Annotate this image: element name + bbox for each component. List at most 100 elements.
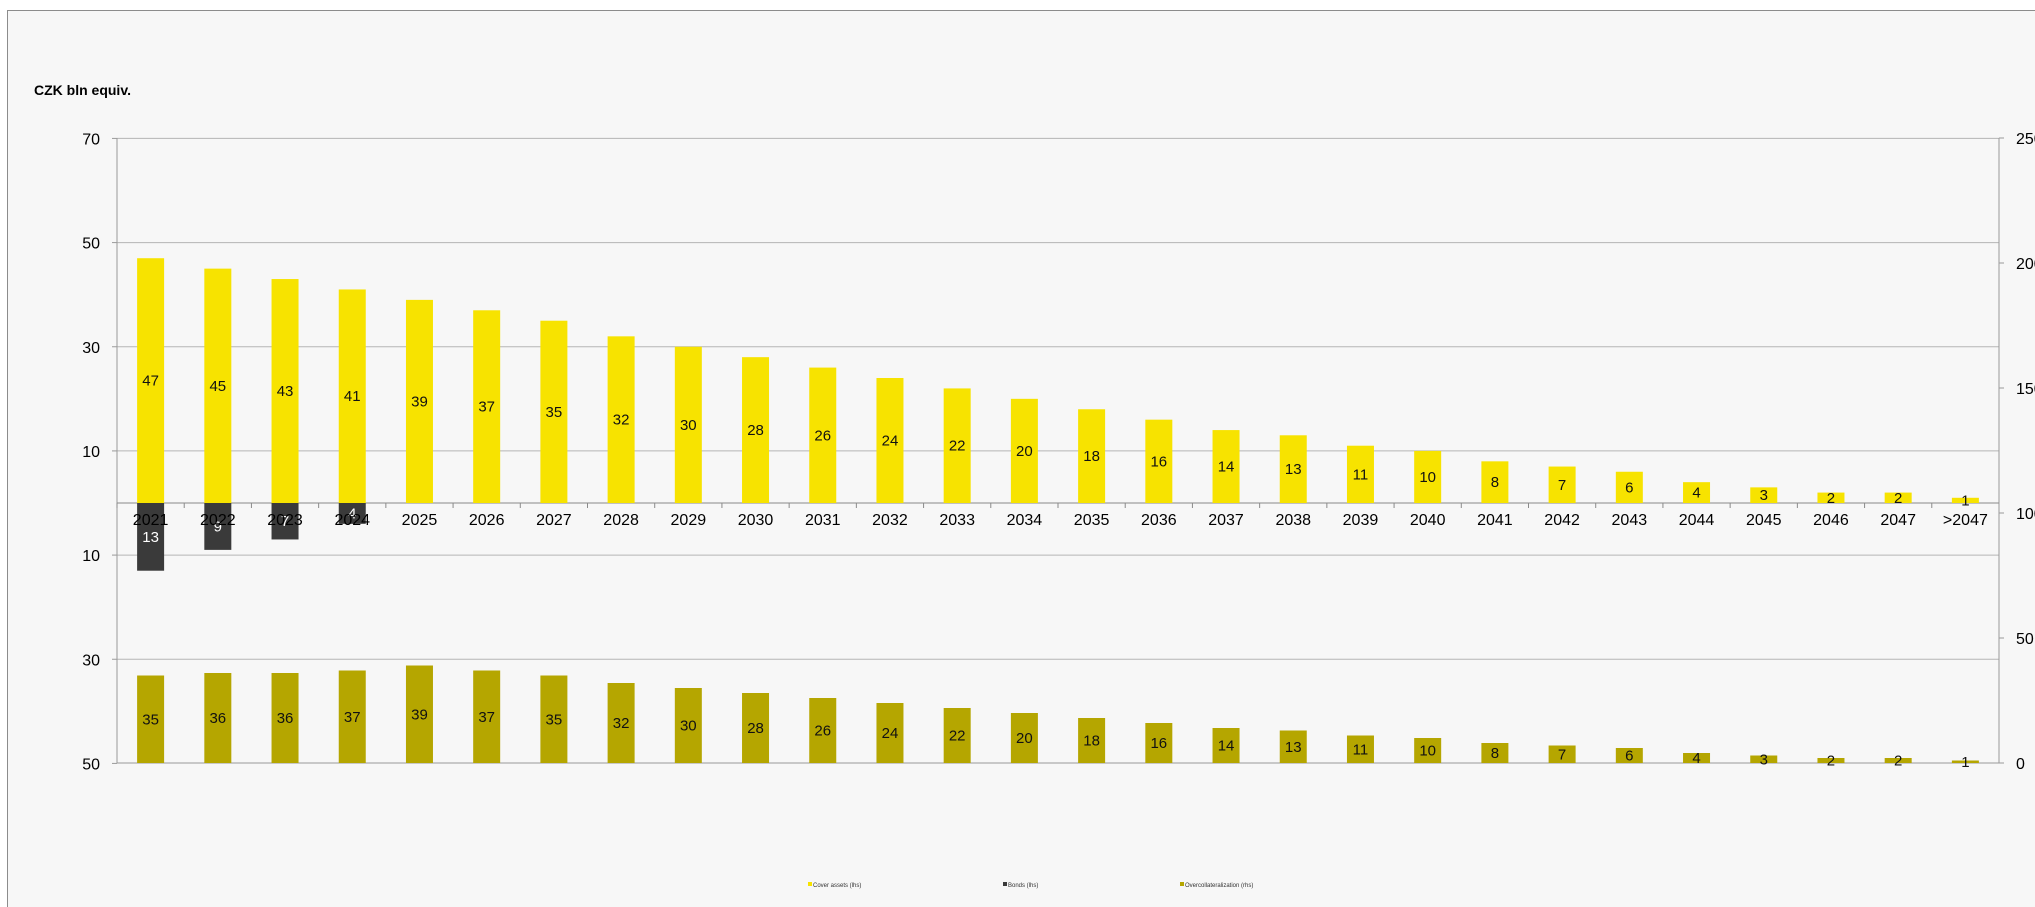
overcollateralization-data-label: 26 <box>814 723 831 740</box>
overcollateralization-bar <box>1346 735 1374 763</box>
overcollateralization-bar <box>405 665 433 763</box>
overcollateralization-bar <box>1212 728 1240 763</box>
cover-assets-data-label: 2 <box>1827 490 1835 507</box>
cover-assets-data-label: 41 <box>344 388 361 405</box>
overcollateralization-bar <box>1481 743 1509 763</box>
overcollateralization-data-label: 2 <box>1894 753 1902 770</box>
cover-assets-data-label: 37 <box>478 399 495 416</box>
x-axis-category-label: 2022 <box>200 512 236 529</box>
legend-label: Bonds (lhs) <box>1008 883 1038 889</box>
cover-assets-bar <box>1481 461 1509 503</box>
x-axis-category-label: 2030 <box>738 512 774 529</box>
overcollateralization-data-label: 18 <box>1083 733 1100 750</box>
cover-assets-bar <box>473 310 501 503</box>
cover-assets-bar <box>1414 450 1442 503</box>
cover-assets-data-label: 3 <box>1760 487 1768 504</box>
cover-assets-data-label: 13 <box>1285 461 1302 478</box>
overcollateralization-bar <box>809 698 837 763</box>
overcollateralization-data-label: 28 <box>747 720 764 737</box>
overcollateralization-data-label: 35 <box>142 711 159 728</box>
x-axis-category-label: 2028 <box>603 512 639 529</box>
overcollateralization-bar <box>1884 758 1912 763</box>
overcollateralization-data-label: 24 <box>882 725 899 742</box>
overcollateralization-bar <box>338 670 366 763</box>
cover-assets-bar <box>876 378 904 503</box>
left-axis-tick-label: 50 <box>82 236 100 253</box>
cover-assets-bar <box>1010 398 1038 503</box>
cover-assets-bar <box>674 346 702 503</box>
cover-assets-data-label: 7 <box>1558 477 1566 494</box>
overcollateralization-data-label: 11 <box>1353 741 1369 758</box>
x-axis-category-label: 2024 <box>334 512 370 529</box>
overcollateralization-bar <box>943 708 971 763</box>
cover-assets-bar <box>943 388 971 503</box>
cover-assets-data-label: 20 <box>1016 443 1033 460</box>
cover-assets-bar <box>1078 409 1106 503</box>
cover-assets-bar <box>1683 482 1711 503</box>
x-axis-category-label: 2021 <box>133 512 169 529</box>
cover-assets-data-label: 10 <box>1419 469 1436 486</box>
x-axis-category-label: 2047 <box>1880 512 1916 529</box>
overcollateralization-data-label: 37 <box>478 709 495 726</box>
overcollateralization-bar <box>1615 748 1643 763</box>
x-axis-category-label: 2045 <box>1746 512 1782 529</box>
legend-label: Cover assets (lhs) <box>813 883 861 889</box>
cover-assets-data-label: 35 <box>546 404 563 421</box>
cover-assets-data-label: 6 <box>1625 479 1633 496</box>
right-axis-tick-label: 0 <box>2016 756 2025 773</box>
x-axis-category-label: 2029 <box>671 512 707 529</box>
overcollateralization-data-label: 39 <box>411 706 428 723</box>
right-axis-tick-label: 50 <box>2016 631 2034 648</box>
bonds-data-label: 4 <box>348 505 356 522</box>
overcollateralization-data-label: 20 <box>1016 730 1033 747</box>
left-axis-tick-label: 10 <box>82 444 100 461</box>
overcollateralization-bar <box>607 683 635 763</box>
cover-assets-bar <box>1279 435 1307 503</box>
overcollateralization-bar <box>674 688 702 763</box>
cover-assets-data-label: 24 <box>882 433 899 450</box>
left-axis-tick-label: 50 <box>82 756 100 773</box>
bonds-data-label: 9 <box>214 518 222 535</box>
legend-label: Overcollateralization (rhs) <box>1185 883 1253 889</box>
cover-assets-bar <box>1346 445 1374 503</box>
cover-assets-bar <box>271 279 299 503</box>
overcollateralization-data-label: 8 <box>1491 745 1499 762</box>
overcollateralization-bar <box>1683 753 1711 763</box>
overcollateralization-data-label: 16 <box>1150 735 1167 752</box>
overcollateralization-data-label: 2 <box>1827 753 1835 770</box>
cover-assets-bar <box>405 299 433 503</box>
cover-assets-bar <box>742 357 770 503</box>
cover-assets-bar <box>1884 492 1912 503</box>
x-axis-category-label: 2026 <box>469 512 505 529</box>
overcollateralization-bar <box>473 670 501 763</box>
overcollateralization-data-label: 13 <box>1285 739 1302 756</box>
x-axis-category-label: 2037 <box>1208 512 1244 529</box>
overcollateralization-bar <box>742 693 770 763</box>
left-axis-tick-label: 30 <box>82 652 100 669</box>
x-axis-category-label: 2036 <box>1141 512 1177 529</box>
cover-assets-data-label: 16 <box>1150 453 1167 470</box>
cover-assets-data-label: 11 <box>1353 466 1369 483</box>
x-axis-category-label: 2046 <box>1813 512 1849 529</box>
overcollateralization-data-label: 22 <box>949 728 966 745</box>
overcollateralization-bar <box>1750 755 1778 763</box>
left-axis-tick-label: 70 <box>82 131 100 148</box>
cover-assets-bar <box>1951 497 1979 503</box>
cover-assets-data-label: 26 <box>814 427 831 444</box>
cover-assets-bar <box>1145 419 1173 503</box>
cover-assets-bar <box>1615 471 1643 503</box>
cover-assets-bar <box>1750 487 1778 503</box>
overcollateralization-bar <box>1951 760 1979 763</box>
cover-assets-bar <box>1817 492 1845 503</box>
left-axis-tick-label: 30 <box>82 340 100 357</box>
unit-label: CZK bln equiv. <box>34 82 131 98</box>
bonds-bar <box>137 503 165 571</box>
cover-assets-data-label: 39 <box>411 393 428 410</box>
x-axis-category-label: 2033 <box>939 512 975 529</box>
legend-swatch <box>808 882 812 886</box>
cover-assets-data-label: 22 <box>949 438 966 455</box>
overcollateralization-bar <box>137 675 165 763</box>
x-axis-category-label: 2025 <box>402 512 438 529</box>
overcollateralization-bar <box>271 673 299 763</box>
